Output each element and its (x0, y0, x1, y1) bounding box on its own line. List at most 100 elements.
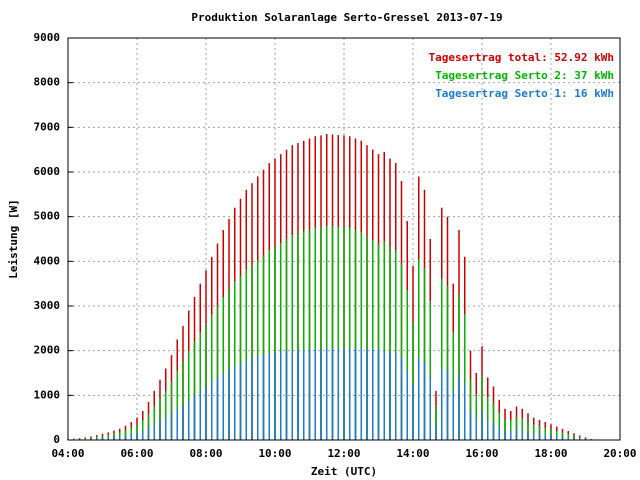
bar (182, 361, 184, 440)
bar (251, 358, 253, 440)
bar (337, 226, 339, 440)
bar (193, 395, 196, 440)
y-tick-label: 1000 (34, 388, 61, 401)
y-tick-label: 3000 (34, 299, 61, 312)
bar (469, 379, 472, 440)
bar (90, 437, 92, 440)
y-axis-label: Leistung [W] (7, 199, 20, 278)
bar (538, 433, 541, 440)
bar (291, 234, 293, 440)
bar (314, 348, 316, 440)
bar (544, 434, 546, 440)
bar (297, 349, 299, 440)
bar (142, 420, 144, 440)
bar (412, 321, 414, 440)
bar (527, 431, 529, 440)
bar (423, 361, 426, 440)
bar (337, 347, 339, 440)
bar (211, 314, 213, 440)
bar (533, 432, 535, 440)
bar (285, 239, 288, 440)
bar (153, 424, 155, 440)
plot-frame (67, 37, 621, 441)
bar (239, 363, 242, 440)
bar (136, 432, 138, 440)
bar (291, 350, 293, 440)
y-tick-label: 8000 (34, 76, 61, 89)
bar (515, 417, 518, 440)
bar (308, 348, 311, 440)
bar (389, 247, 391, 440)
bar (573, 437, 575, 440)
legend-entry: Tagesertrag Serto 2: 37 kWh (435, 69, 614, 82)
bar (211, 381, 213, 440)
bar (234, 281, 236, 440)
bar (561, 432, 564, 440)
x-tick-label: 10:00 (258, 447, 291, 460)
bar (435, 424, 437, 440)
bar (188, 350, 190, 440)
bar (107, 437, 109, 440)
bar (498, 412, 500, 440)
bar (314, 227, 316, 440)
bar (492, 423, 495, 440)
bar (446, 370, 449, 440)
bar (458, 375, 460, 440)
bar (366, 236, 368, 440)
bar (343, 347, 345, 440)
bar (326, 225, 328, 440)
x-tick-label: 06:00 (120, 447, 153, 460)
bar (234, 366, 236, 440)
bar (435, 406, 437, 440)
bar (165, 391, 167, 440)
bar (228, 369, 230, 440)
legend-entry: Tagesertrag total: 52.92 kWh (429, 51, 614, 64)
x-tick-label: 20:00 (603, 447, 636, 460)
bar (567, 437, 569, 440)
bar (441, 279, 443, 440)
bar (262, 354, 265, 440)
bar (475, 418, 477, 440)
bar (119, 436, 121, 440)
bar (274, 352, 276, 440)
bar (377, 244, 380, 440)
bar (400, 357, 403, 440)
bar (446, 285, 449, 440)
x-tick-label: 16:00 (465, 447, 498, 460)
bar (349, 348, 351, 440)
bar (96, 436, 98, 440)
bar (119, 432, 121, 440)
bar (205, 323, 207, 440)
bar (452, 332, 454, 440)
bar (153, 406, 155, 440)
bar (176, 370, 178, 440)
bar (504, 419, 506, 440)
bar (423, 268, 426, 440)
bar (550, 429, 552, 440)
bar (303, 349, 305, 440)
bar (395, 352, 397, 440)
bar (366, 348, 368, 440)
bar (159, 398, 161, 440)
bar (354, 230, 357, 440)
bar (360, 348, 362, 440)
bar (383, 350, 385, 440)
bar (257, 356, 259, 440)
y-tick-label: 2000 (34, 344, 61, 357)
x-tick-label: 14:00 (396, 447, 429, 460)
legend-entry: Tagesertrag Serto 1: 16 kWh (435, 87, 614, 100)
bar (199, 390, 201, 440)
bar (395, 250, 397, 440)
bar (147, 414, 150, 440)
bar (331, 226, 334, 440)
bar (257, 260, 259, 440)
bar (383, 241, 385, 440)
bar (101, 435, 104, 440)
bar (354, 348, 357, 440)
bar (297, 233, 299, 440)
bar (521, 418, 523, 440)
bar (510, 430, 512, 440)
bar (343, 227, 345, 440)
bar (124, 435, 127, 440)
y-tick-label: 7000 (34, 120, 61, 133)
